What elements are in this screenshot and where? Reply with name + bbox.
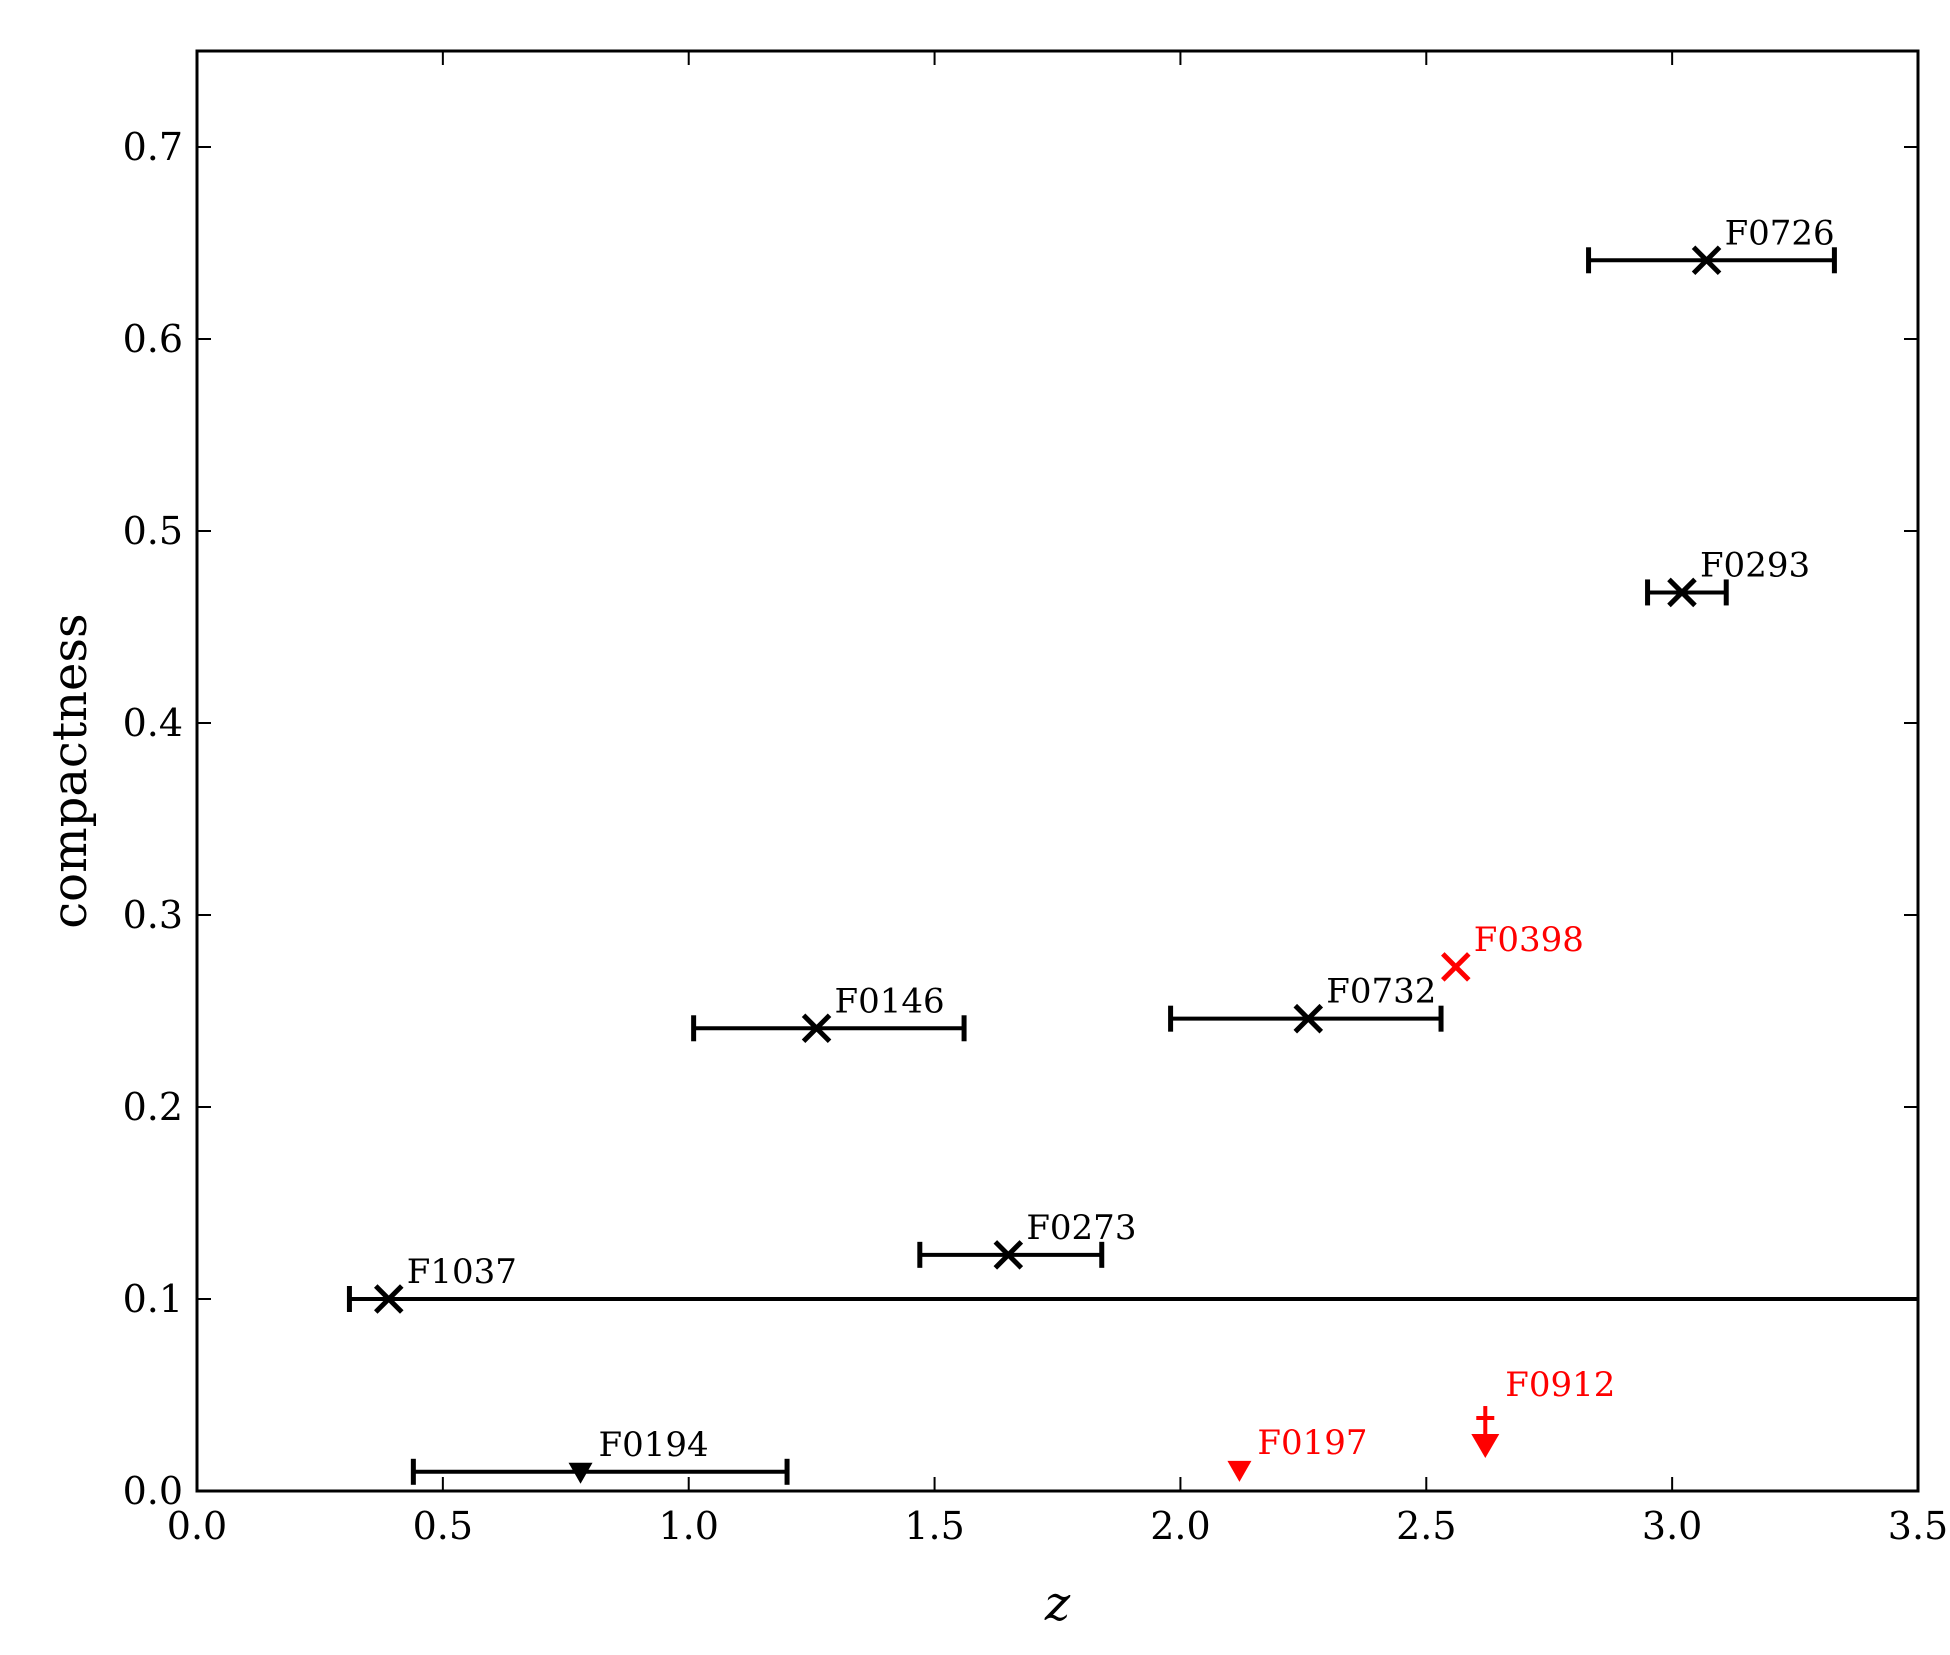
point-label: F0912 (1505, 1365, 1615, 1405)
point-label: F0732 (1326, 972, 1436, 1012)
x-marker (1293, 1003, 1324, 1034)
x-marker (1441, 952, 1471, 982)
y-tick-label: 0.1 (123, 1277, 183, 1321)
y-tick-label: 0.4 (123, 701, 183, 745)
data-point-F0912: F0912 (1471, 1365, 1615, 1459)
y-tick-label: 0.7 (123, 125, 183, 169)
x-tick-label: 0.0 (167, 1504, 227, 1548)
data-point-F0398: F0398 (1441, 920, 1584, 982)
x-marker (1667, 577, 1697, 608)
x-tick-label: 3.0 (1642, 1504, 1702, 1548)
point-label: F0146 (835, 981, 945, 1021)
plot-frame (195, 49, 1920, 1493)
data-point-F0293: F0293 (1645, 545, 1810, 608)
data-point-F0732: F0732 (1168, 972, 1444, 1034)
y-axis-label: compactness (42, 613, 98, 928)
points-layer: F0726 F0293 F0398 F0732 F0146 F0273 F1037 F0194… (346, 213, 1918, 1485)
x-marker (993, 1240, 1024, 1270)
data-point-F0146: F0146 (691, 981, 967, 1044)
x-tick-label: 2.5 (1396, 1504, 1456, 1548)
ticks-layer: 0.0 0.5 1.0 1.5 2.0 2.5 3.0 3.5 0.0 0.1 0.2 0.3 0.4 0… (123, 51, 1948, 1548)
x-tick-label: 1.5 (904, 1504, 964, 1548)
data-point-F0273: F0273 (917, 1208, 1136, 1270)
y-tick-label: 0.3 (123, 893, 183, 937)
x-tick-label: 3.5 (1888, 1504, 1948, 1548)
point-label: F1037 (407, 1252, 517, 1292)
y-tick-label: 0.0 (123, 1469, 183, 1513)
data-point-F0194: F0194 (410, 1425, 790, 1485)
x-tick-label: 1.0 (658, 1504, 718, 1548)
y-tick-label: 0.5 (123, 509, 183, 553)
x-marker (801, 1013, 832, 1044)
point-label: F0273 (1026, 1208, 1136, 1248)
x-tick-label: 0.5 (413, 1504, 473, 1548)
x-marker (1691, 245, 1722, 276)
triangle-marker (568, 1462, 593, 1484)
data-point-F1037: F1037 (346, 1252, 1918, 1314)
y-tick-label: 0.6 (123, 317, 183, 361)
data-point-F0197: F0197 (1227, 1423, 1368, 1482)
point-label: F0398 (1474, 920, 1584, 960)
point-label: F0726 (1725, 213, 1835, 253)
point-label: F0197 (1257, 1423, 1367, 1463)
limit-arrow (1471, 1434, 1500, 1459)
x-tick-label: 2.0 (1150, 1504, 1210, 1548)
point-label: F0194 (599, 1425, 709, 1465)
x-axis-label: z (1044, 1576, 1071, 1632)
triangle-marker (1227, 1460, 1252, 1482)
x-marker (374, 1284, 404, 1314)
data-point-F0726: F0726 (1586, 213, 1837, 276)
point-label: F0293 (1700, 545, 1810, 585)
y-tick-label: 0.2 (123, 1085, 183, 1129)
